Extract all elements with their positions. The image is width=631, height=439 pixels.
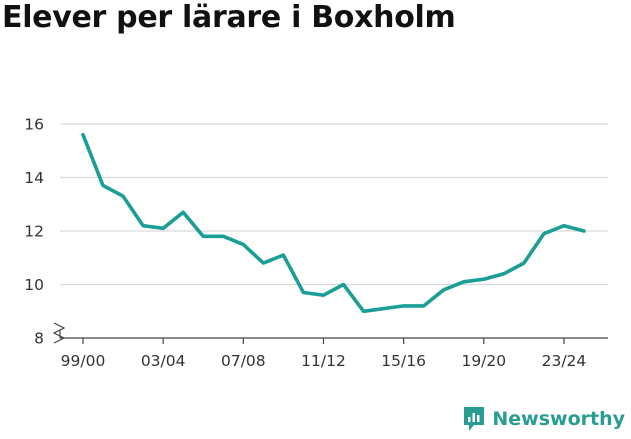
gridlines xyxy=(60,123,608,286)
x-tick-label: 99/00 xyxy=(61,352,106,370)
y-tick-label-14: 14 xyxy=(24,169,44,187)
series-line-0 xyxy=(81,132,586,314)
x-tick-label: 11/12 xyxy=(301,352,346,370)
y-tick-label-16: 16 xyxy=(24,116,44,134)
x-tick-label: 03/04 xyxy=(141,352,186,370)
series-lines xyxy=(81,132,586,314)
newsworthy-brand: Newsworthy xyxy=(462,405,625,433)
y-tick-label-10: 10 xyxy=(24,276,44,294)
newsworthy-logo-icon xyxy=(464,407,485,431)
x-tick-label: 19/20 xyxy=(461,352,506,370)
x-axis: 99/00 03/04 07/08 11/12 15/16 19/20 23/24 xyxy=(52,322,608,370)
y-tick-label-8: 8 xyxy=(34,330,44,348)
y-axis-ticks: 8 10 12 14 16 xyxy=(24,116,44,348)
y-tick-label-12: 12 xyxy=(24,223,44,241)
brand-name: Newsworthy xyxy=(492,408,625,430)
chart-title: Elever per lärare i Boxholm xyxy=(2,0,456,35)
y-axis-break-icon xyxy=(52,322,66,344)
x-tick-label: 15/16 xyxy=(381,352,426,370)
x-tick-label: 07/08 xyxy=(221,352,266,370)
x-tick-label: 23/24 xyxy=(542,352,587,370)
